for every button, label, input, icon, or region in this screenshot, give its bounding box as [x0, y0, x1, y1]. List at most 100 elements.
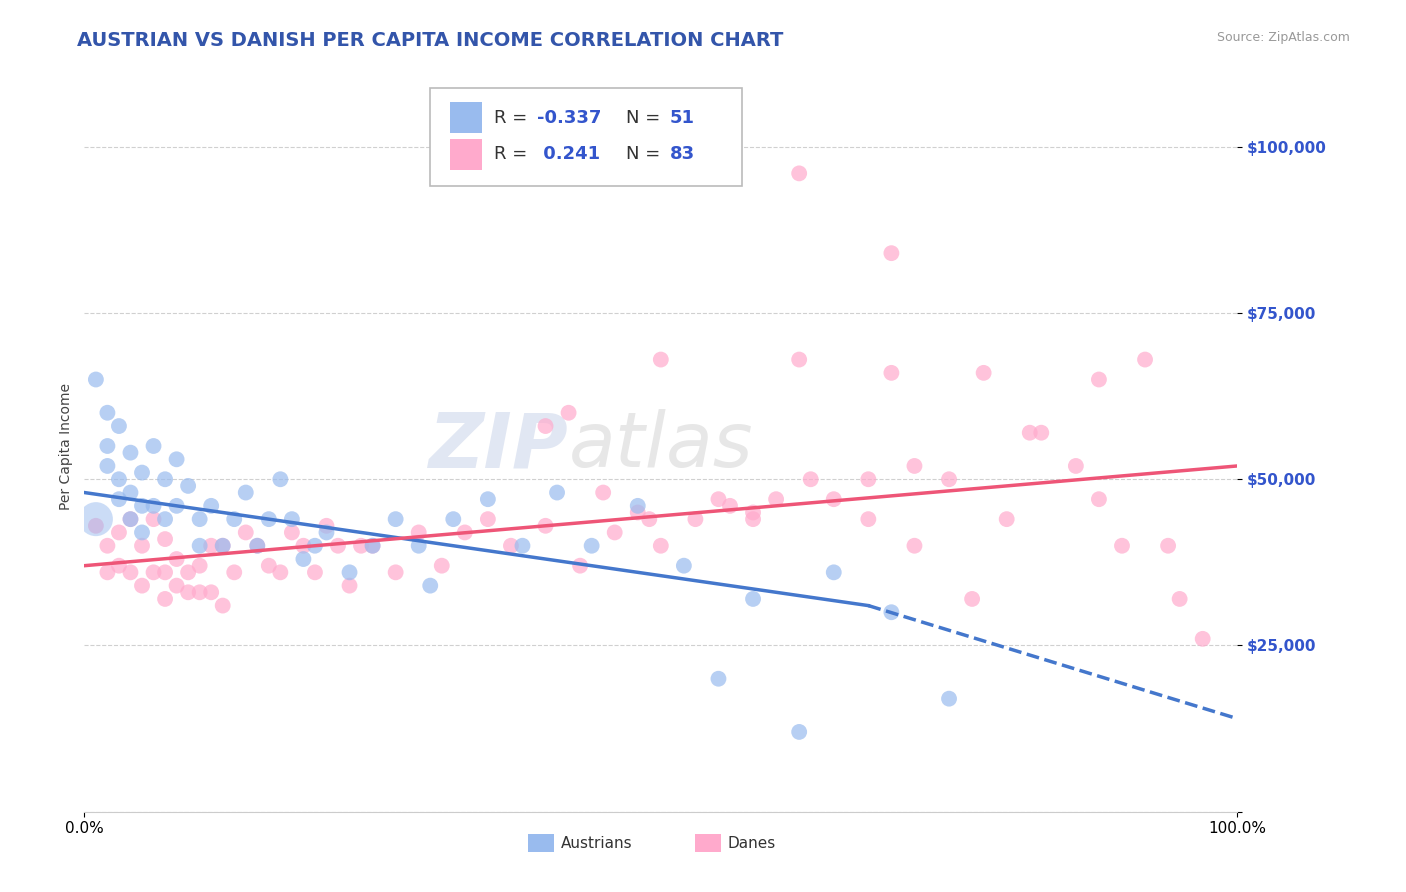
Point	[153, 512, 176, 526]
Point	[257, 512, 280, 526]
Point	[246, 539, 269, 553]
Point	[685, 512, 707, 526]
Point	[304, 566, 326, 580]
Point	[787, 166, 810, 180]
Text: ZIP: ZIP	[429, 409, 568, 483]
Point	[142, 512, 165, 526]
Point	[1191, 632, 1213, 646]
Point	[84, 512, 107, 526]
Point	[707, 492, 730, 507]
Point	[1168, 591, 1191, 606]
Point	[96, 439, 118, 453]
Point	[224, 512, 246, 526]
Point	[108, 558, 131, 573]
Bar	[450, 139, 482, 169]
Point	[131, 466, 153, 480]
Point	[84, 518, 107, 533]
Point	[1133, 352, 1156, 367]
Point	[938, 691, 960, 706]
Point	[361, 539, 384, 553]
Point	[142, 566, 165, 580]
Point	[315, 518, 337, 533]
Point	[120, 512, 142, 526]
Point	[1031, 425, 1053, 440]
Point	[995, 512, 1018, 526]
Point	[672, 558, 695, 573]
Point	[108, 472, 131, 486]
Point	[534, 518, 557, 533]
Text: Source: ZipAtlas.com: Source: ZipAtlas.com	[1216, 31, 1350, 45]
Point	[477, 492, 499, 507]
Point	[765, 492, 787, 507]
Point	[131, 539, 153, 553]
Point	[592, 485, 614, 500]
Text: AUSTRIAN VS DANISH PER CAPITA INCOME CORRELATION CHART: AUSTRIAN VS DANISH PER CAPITA INCOME COR…	[77, 31, 783, 50]
Point	[557, 406, 579, 420]
Point	[142, 439, 165, 453]
Point	[200, 499, 222, 513]
Point	[1018, 425, 1040, 440]
Point	[903, 458, 925, 473]
Point	[603, 525, 626, 540]
Point	[281, 525, 304, 540]
Point	[1088, 492, 1111, 507]
Point	[188, 558, 211, 573]
Point	[96, 539, 118, 553]
Point	[339, 579, 361, 593]
Text: 51: 51	[671, 109, 695, 127]
Point	[408, 525, 430, 540]
Point	[581, 539, 603, 553]
Point	[96, 406, 118, 420]
Point	[235, 525, 257, 540]
Point	[787, 352, 810, 367]
Point	[384, 512, 406, 526]
Point	[131, 525, 153, 540]
Point	[569, 558, 592, 573]
Point	[742, 591, 765, 606]
Point	[742, 512, 765, 526]
Text: -0.337: -0.337	[537, 109, 602, 127]
Bar	[450, 103, 482, 133]
Text: 83: 83	[671, 145, 695, 163]
Point	[880, 246, 903, 260]
Point	[269, 566, 291, 580]
Point	[1111, 539, 1133, 553]
Point	[200, 539, 222, 553]
Point	[339, 566, 361, 580]
Text: R =: R =	[494, 109, 533, 127]
Point	[257, 558, 280, 573]
Point	[211, 539, 233, 553]
Text: 0.241: 0.241	[537, 145, 600, 163]
Point	[938, 472, 960, 486]
Point	[235, 485, 257, 500]
Point	[499, 539, 522, 553]
Point	[512, 539, 534, 553]
Point	[1064, 458, 1087, 473]
Point	[108, 525, 131, 540]
Point	[188, 585, 211, 599]
Point	[973, 366, 995, 380]
Point	[638, 512, 661, 526]
Point	[188, 539, 211, 553]
Point	[153, 472, 176, 486]
Point	[120, 445, 142, 459]
Point	[960, 591, 983, 606]
Point	[627, 506, 650, 520]
Point	[292, 539, 315, 553]
Text: N =: N =	[626, 109, 666, 127]
Point	[120, 485, 142, 500]
Point	[131, 579, 153, 593]
Point	[166, 499, 188, 513]
Point	[108, 419, 131, 434]
Point	[269, 472, 291, 486]
FancyBboxPatch shape	[430, 87, 741, 186]
Point	[823, 492, 845, 507]
Point	[361, 539, 384, 553]
Point	[166, 452, 188, 467]
Point	[304, 539, 326, 553]
Point	[1088, 372, 1111, 386]
Point	[131, 499, 153, 513]
Point	[880, 366, 903, 380]
Point	[246, 539, 269, 553]
Point	[454, 525, 477, 540]
